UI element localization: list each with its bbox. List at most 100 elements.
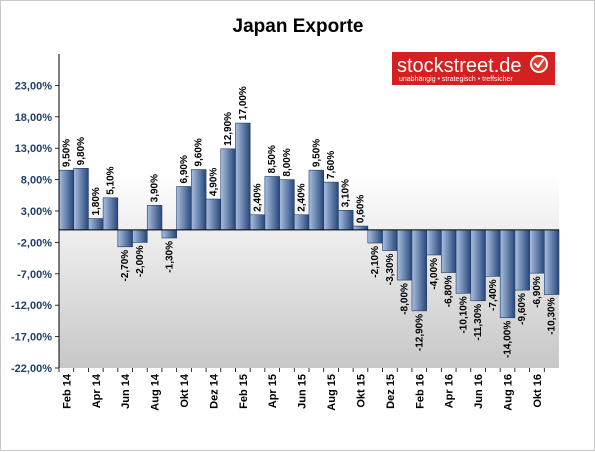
bar <box>543 229 560 295</box>
data-label: -6,80% <box>444 275 455 307</box>
x-tick-label: Apr 16 <box>444 374 456 408</box>
bar <box>88 218 104 231</box>
y-tick-label: 3,00% <box>21 206 52 218</box>
y-tick-label: -12,00% <box>11 300 52 312</box>
x-tick-label: Apr 15 <box>267 374 279 408</box>
x-axis-ticks: Feb 14 Apr 14 Jun 14 Aug 14 Okt 14 Dez 14 Feb … <box>58 368 545 411</box>
bar <box>58 169 75 231</box>
data-label: 0,60% <box>355 195 366 223</box>
bar <box>411 229 427 312</box>
data-label: 9,60% <box>194 138 205 166</box>
bar <box>367 229 383 244</box>
data-label: 9,50% <box>61 139 72 167</box>
data-label: 5,10% <box>105 166 116 194</box>
y-tick-label: 13,00% <box>15 143 53 155</box>
bar <box>338 210 354 231</box>
bar <box>264 176 280 231</box>
bar <box>529 229 545 274</box>
data-label: -11,30% <box>473 304 484 341</box>
data-label: -14,00% <box>503 321 514 358</box>
bar <box>161 229 177 239</box>
data-label: -7,40% <box>488 279 499 311</box>
stockstreet-logo: stockstreet.de unabhängig • strategisch … <box>392 52 555 85</box>
bar <box>73 168 89 231</box>
data-label: 8,00% <box>282 148 293 176</box>
y-tick-label: -2,00% <box>17 237 52 249</box>
checkmark-badge-icon <box>530 55 548 73</box>
data-label: 4,90% <box>208 168 219 196</box>
data-label: 3,90% <box>150 174 161 202</box>
bar <box>441 229 457 273</box>
data-label: -2,00% <box>135 245 146 277</box>
data-label: 17,00% <box>238 86 249 120</box>
data-label: 7,60% <box>326 151 337 179</box>
bar <box>323 181 339 231</box>
data-label: -9,60% <box>517 293 528 325</box>
x-tick-label: Jun 15 <box>297 374 309 409</box>
data-label: -2,10% <box>370 246 381 278</box>
x-tick-label: Feb 15 <box>238 374 250 409</box>
data-label: -4,00% <box>429 258 440 290</box>
x-tick-label: Dez 15 <box>385 374 397 409</box>
data-labels-layer: 9,50% 9,80% 1,80%5,10% -2,70% -2,00% 3,90% -1,… <box>61 86 557 358</box>
data-label: -8,00% <box>400 283 411 315</box>
bar <box>514 229 530 291</box>
y-tick-label: -17,00% <box>11 332 52 344</box>
data-label: -1,30% <box>164 241 175 273</box>
data-label: 2,40% <box>253 183 264 211</box>
bars-layer <box>58 122 560 319</box>
y-tick-label: 23,00% <box>15 80 53 92</box>
bar <box>117 229 133 248</box>
data-label: -12,90% <box>414 314 425 351</box>
bar <box>426 229 442 256</box>
bar <box>455 229 472 294</box>
bar <box>279 179 295 231</box>
data-label: 3,10% <box>341 179 352 207</box>
data-label: -6,90% <box>532 276 543 308</box>
x-tick-label: Aug 16 <box>503 374 515 411</box>
logo-name: stockstreet.de <box>397 55 522 77</box>
data-label: 9,80% <box>76 137 87 165</box>
x-tick-label: Feb 14 <box>61 373 73 409</box>
bar <box>352 225 369 231</box>
x-tick-label: Okt 14 <box>179 373 191 408</box>
bar <box>235 122 251 231</box>
data-label: 6,90% <box>179 155 190 183</box>
bar <box>205 198 222 231</box>
data-label: 9,50% <box>311 139 322 167</box>
data-label: 1,80% <box>91 187 102 215</box>
bar <box>176 186 192 231</box>
data-label: 2,40% <box>297 183 308 211</box>
y-tick-label: 18,00% <box>15 112 53 124</box>
x-tick-label: Apr 14 <box>91 373 103 408</box>
bar <box>146 205 163 231</box>
x-tick-label: Jun 16 <box>473 374 485 409</box>
x-tick-label: Okt 15 <box>355 374 367 408</box>
data-label: -3,30% <box>385 253 396 285</box>
bar <box>470 229 486 302</box>
bar <box>220 148 236 231</box>
data-label: -10,30% <box>547 297 558 334</box>
bar <box>132 229 148 243</box>
logo-background <box>392 52 555 85</box>
bar <box>499 229 516 319</box>
y-axis-ticks: 23,00% 18,00% 13,00% 8,00% 3,00% -2,00% -7,00%… <box>11 80 59 375</box>
data-label: 8,50% <box>267 145 278 173</box>
bar <box>485 229 501 277</box>
x-tick-label: Aug 14 <box>150 373 162 411</box>
bar <box>102 197 119 231</box>
bar <box>396 229 413 281</box>
x-tick-label: Feb 16 <box>414 374 426 409</box>
x-tick-label: Jun 14 <box>120 373 132 409</box>
data-label: 12,90% <box>223 112 234 146</box>
bar <box>293 214 310 231</box>
y-tick-label: -7,00% <box>17 269 52 281</box>
bar <box>249 214 266 231</box>
bar <box>191 169 207 231</box>
chart-title: Japan Exporte <box>233 16 364 37</box>
x-tick-label: Aug 15 <box>326 374 338 411</box>
bar <box>308 169 325 231</box>
bar <box>382 229 398 251</box>
